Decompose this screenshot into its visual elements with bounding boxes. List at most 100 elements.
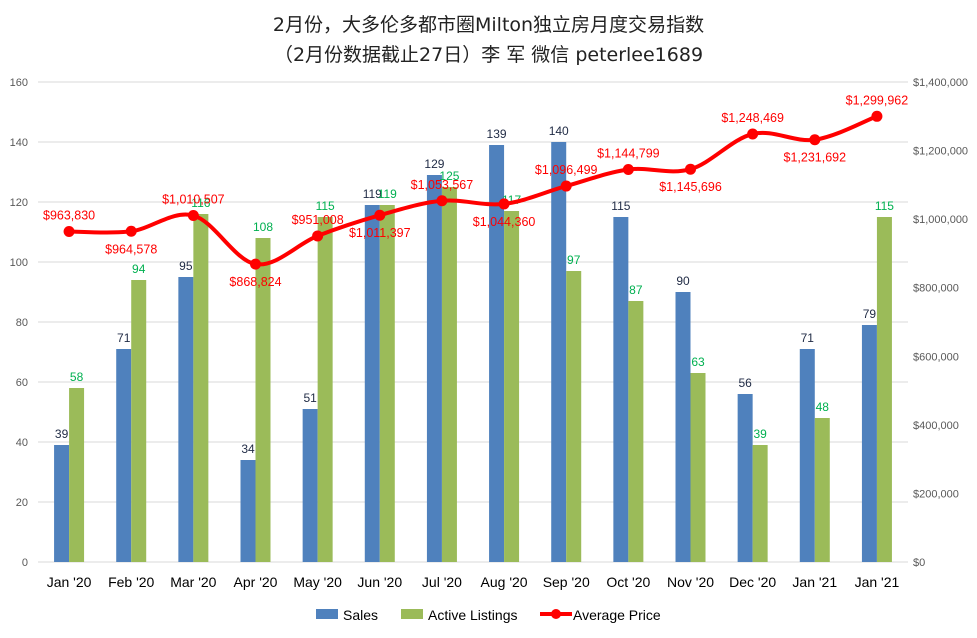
listings-bar [255,238,271,562]
sales-data-label: 51 [303,391,317,405]
sales-bar [302,409,318,562]
average-price-marker [374,209,386,221]
y-right-tick-label: $600,000 [913,351,959,363]
price-data-label: $1,011,397 [349,226,411,240]
sales-bar [364,205,380,562]
y-left-tick-label: 120 [10,197,28,209]
y-left-tick-label: 0 [22,557,28,569]
listings-bar [628,301,644,562]
y-right-tick-label: $1,200,000 [913,146,968,158]
average-price-marker [809,134,821,146]
sales-data-label: 39 [55,427,69,441]
y-left-tick-label: 140 [10,137,28,149]
y-left-tick-label: 80 [16,317,28,329]
price-data-label: $1,145,696 [659,180,722,194]
sales-bar [861,325,877,562]
listings-data-label: 48 [816,400,830,414]
legend-listings-swatch [401,609,423,619]
listings-data-label: 94 [132,262,146,276]
y-left-tick-label: 20 [16,497,28,509]
listings-bar [69,388,85,562]
price-data-label: $964,578 [105,242,157,256]
sales-data-label: 139 [487,127,507,141]
sales-data-label: 34 [241,442,255,456]
x-tick-label: Jul '20 [422,574,462,590]
y-left-tick-label: 160 [10,77,28,89]
y-right-tick-label: $1,000,000 [913,214,968,226]
listings-bar [379,205,395,562]
sales-bar [613,217,629,562]
average-price-marker [250,258,261,270]
sales-data-label: 140 [549,124,569,138]
listings-data-label: 115 [316,199,335,213]
sales-data-label: 79 [863,307,877,321]
listings-bar [441,187,457,562]
price-data-label: $963,830 [43,209,95,223]
listings-data-label: 58 [70,370,84,384]
average-price-marker [187,210,199,222]
listings-data-label: 108 [253,220,273,234]
price-data-label: $1,010,507 [162,193,225,207]
listings-bar [690,373,706,562]
x-tick-label: Jan '21 [792,574,837,590]
x-tick-label: Jun '20 [357,574,402,590]
x-tick-label: Apr '20 [234,574,278,590]
price-data-label: $1,096,499 [535,163,598,177]
average-price-marker [498,198,510,210]
average-price-marker [622,163,634,175]
sales-data-label: 95 [179,259,193,273]
y-left-tick-label: 100 [10,257,28,269]
legend-sales-swatch [316,609,338,619]
y-right-tick-label: $200,000 [913,488,959,500]
price-data-label: $868,824 [229,275,281,289]
average-price-marker [436,195,448,207]
listings-bar [317,217,333,562]
price-data-label: $1,044,360 [473,215,536,229]
x-tick-label: Feb '20 [108,574,154,590]
legend-sales-label: Sales [343,607,378,623]
listings-bar [566,271,582,562]
sales-bar [675,292,691,562]
listings-bar [131,280,147,562]
listings-bar [876,217,892,562]
average-price-marker [747,128,759,140]
sales-data-label: 115 [611,199,630,213]
sales-bar [54,445,70,562]
chart-title: 2月份，大多伦多都市圈Milton独立房月度交易指数 [272,14,705,36]
y-left-tick-label: 40 [16,437,28,449]
price-data-label: $1,053,567 [411,178,474,192]
x-tick-label: May '20 [293,574,342,590]
average-price-marker [685,163,696,175]
sales-data-label: 129 [424,157,444,171]
average-price-marker [560,180,572,192]
y-right-tick-label: $0 [913,557,925,569]
x-tick-label: Mar '20 [170,574,216,590]
x-tick-label: Jan '20 [47,574,92,590]
x-tick-label: Aug '20 [481,574,528,590]
y-left-tick-label: 60 [16,377,28,389]
price-data-label: $1,231,692 [784,151,847,165]
average-price-marker [125,225,137,237]
price-data-label: $951,008 [292,213,344,227]
listings-data-label: 63 [691,355,705,369]
x-tick-label: Dec '20 [729,574,776,590]
listings-bar [752,445,768,562]
sales-bar [116,349,132,562]
y-right-tick-label: $400,000 [913,420,959,432]
chart-subtitle: （2月份数据截止27日）李 军 微信 peterlee1689 [273,44,704,66]
sales-data-label: 90 [676,274,690,288]
average-price-marker [312,230,324,242]
sales-data-label: 71 [117,331,131,345]
price-data-label: $1,248,469 [721,111,784,125]
sales-bar [178,277,194,562]
listings-bar [193,214,209,562]
sales-data-label: 56 [738,376,752,390]
price-data-label: $1,144,799 [597,146,660,160]
listings-data-label: 97 [567,253,581,267]
listings-data-label: 39 [753,427,767,441]
listings-data-label: 125 [439,169,459,183]
listings-bar [814,418,830,562]
sales-bar [551,142,567,562]
legend-listings-label: Active Listings [428,607,517,623]
